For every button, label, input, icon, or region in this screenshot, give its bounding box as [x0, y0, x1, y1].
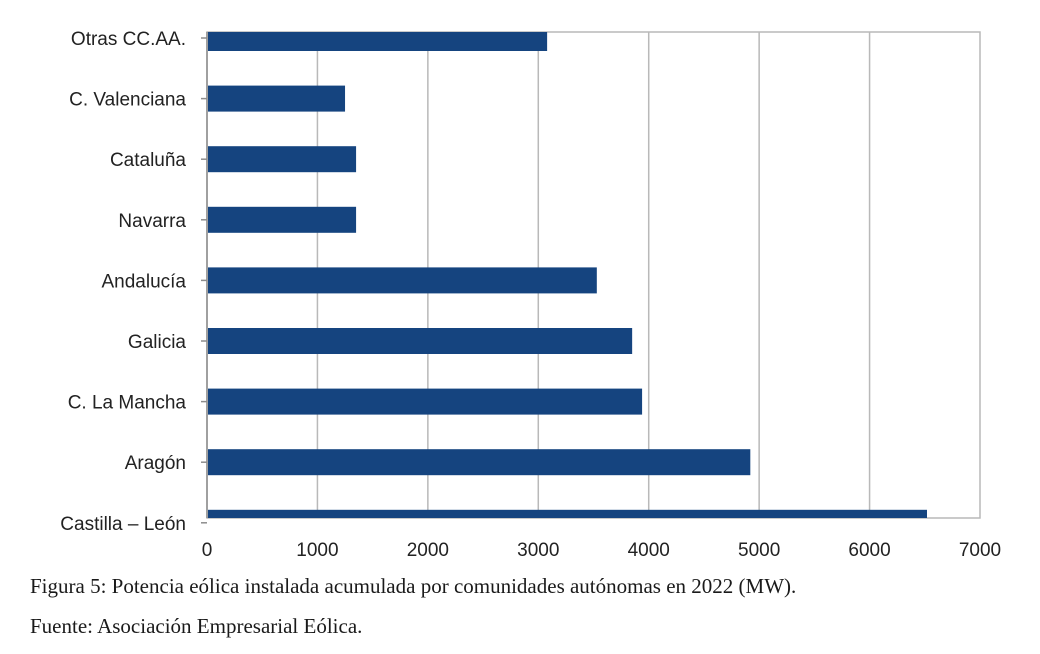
figure-caption: Figura 5: Potencia eólica instalada acum…	[30, 574, 797, 598]
x-tick-label: 3000	[517, 540, 559, 561]
category-label: Galicia	[128, 332, 187, 353]
x-tick-label: 2000	[407, 540, 449, 561]
bars	[208, 32, 927, 518]
x-tick-labels: 0 1000 2000 3000 4000 5000 6000 7000	[202, 540, 1001, 561]
bar	[208, 449, 751, 476]
category-label: C. Valenciana	[69, 90, 186, 111]
bar	[208, 32, 548, 51]
category-labels: Otras CC.AA. C. Valenciana Cataluña Navarra…	[60, 29, 186, 535]
x-tick-label: 1000	[296, 540, 338, 561]
bar	[208, 85, 346, 112]
category-label: Aragón	[125, 453, 186, 474]
x-tick-label: 5000	[738, 540, 780, 561]
category-label: Navarra	[118, 211, 186, 232]
x-tick-label: 6000	[848, 540, 890, 561]
category-label: Otras CC.AA.	[71, 29, 186, 50]
source-caption: Fuente: Asociación Empresarial Eólica.	[30, 614, 363, 638]
bar	[208, 509, 927, 518]
x-tick-label: 0	[202, 540, 213, 561]
x-tick-label: 4000	[628, 540, 670, 561]
bar	[208, 146, 357, 173]
bar	[208, 388, 643, 415]
x-tick-label: 7000	[959, 540, 1001, 561]
bar	[208, 267, 597, 294]
bar-chart: Otras CC.AA. C. Valenciana Cataluña Navarra…	[60, 29, 1001, 561]
bar	[208, 328, 633, 354]
category-label: C. La Mancha	[68, 393, 187, 414]
category-label: Cataluña	[110, 150, 186, 171]
bar	[208, 206, 357, 233]
category-label: Castilla – León	[60, 514, 186, 535]
category-label: Andalucía	[101, 271, 186, 292]
